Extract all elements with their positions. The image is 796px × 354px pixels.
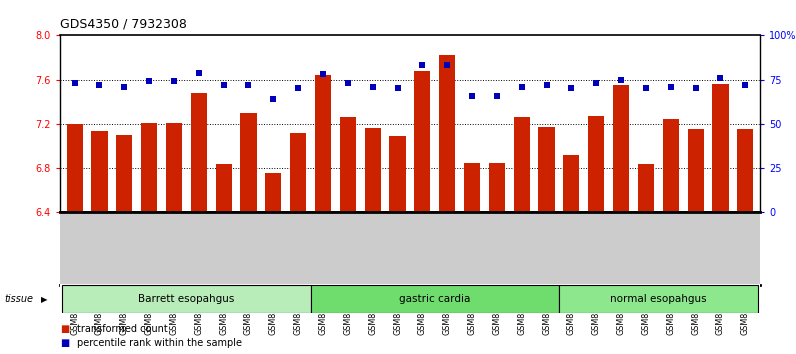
Bar xyxy=(365,128,380,212)
Text: percentile rank within the sample: percentile rank within the sample xyxy=(77,338,242,348)
Bar xyxy=(67,124,83,212)
Bar xyxy=(414,71,431,212)
Bar xyxy=(559,285,758,313)
Point xyxy=(639,86,652,91)
Text: GDS4350 / 7932308: GDS4350 / 7932308 xyxy=(60,17,186,30)
Text: gastric cardia: gastric cardia xyxy=(399,294,470,304)
Text: tissue: tissue xyxy=(4,294,33,304)
Text: Barrett esopahgus: Barrett esopahgus xyxy=(139,294,235,304)
Point xyxy=(565,86,578,91)
Point xyxy=(142,79,155,84)
Bar xyxy=(588,116,604,212)
Point xyxy=(341,80,354,86)
Bar xyxy=(538,127,555,212)
Bar xyxy=(62,285,310,313)
Bar xyxy=(737,130,753,212)
Point xyxy=(665,84,677,90)
Text: ■: ■ xyxy=(60,324,69,333)
Bar xyxy=(389,136,406,212)
Point xyxy=(739,82,751,88)
Point xyxy=(515,84,528,90)
Bar xyxy=(191,93,207,212)
Point xyxy=(714,75,727,81)
Text: ■: ■ xyxy=(60,338,69,348)
Bar xyxy=(688,130,704,212)
Bar xyxy=(216,164,232,212)
Point xyxy=(68,80,81,86)
Bar xyxy=(712,84,728,212)
Point xyxy=(490,93,503,98)
Point xyxy=(466,93,478,98)
Point xyxy=(416,63,429,68)
Bar xyxy=(166,123,182,212)
Text: normal esopahgus: normal esopahgus xyxy=(610,294,707,304)
Point xyxy=(689,86,702,91)
Point xyxy=(168,79,181,84)
Point xyxy=(217,82,230,88)
Point xyxy=(267,96,279,102)
Bar xyxy=(340,117,356,212)
Bar xyxy=(92,131,107,212)
Point xyxy=(441,63,454,68)
Point xyxy=(540,82,553,88)
Point xyxy=(615,77,627,82)
Bar xyxy=(439,55,455,212)
Bar xyxy=(663,119,679,212)
Point xyxy=(317,72,330,77)
Text: transformed count: transformed count xyxy=(77,324,168,333)
Text: ▶: ▶ xyxy=(41,295,48,304)
Point xyxy=(590,80,603,86)
Bar xyxy=(116,135,132,212)
Bar xyxy=(265,172,282,212)
Point xyxy=(242,82,255,88)
Bar xyxy=(464,162,480,212)
Bar xyxy=(240,113,256,212)
Point xyxy=(292,86,305,91)
Point xyxy=(391,86,404,91)
Point xyxy=(193,70,205,75)
Bar xyxy=(315,75,331,212)
Bar xyxy=(638,164,654,212)
Bar xyxy=(564,155,579,212)
Bar xyxy=(489,162,505,212)
Point xyxy=(118,84,131,90)
Bar xyxy=(613,85,629,212)
Point xyxy=(93,82,106,88)
Bar xyxy=(513,117,530,212)
Bar xyxy=(310,285,559,313)
Point xyxy=(366,84,379,90)
Bar xyxy=(290,133,306,212)
Bar xyxy=(141,123,157,212)
